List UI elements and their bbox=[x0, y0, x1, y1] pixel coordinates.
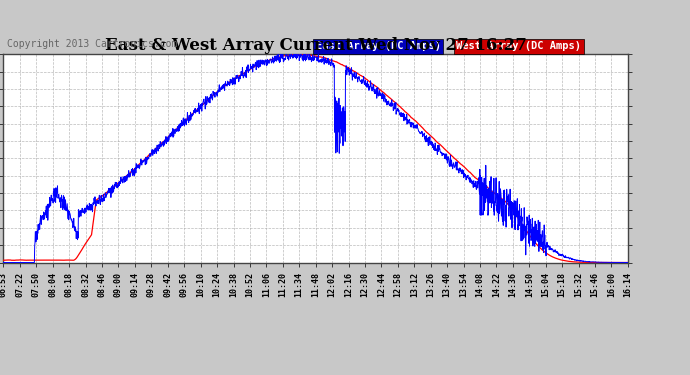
Text: West Array (DC Amps): West Array (DC Amps) bbox=[456, 41, 581, 51]
Text: East Array (DC Amps): East Array (DC Amps) bbox=[315, 41, 441, 51]
Title: East & West Array Current Wed Nov 27 16:27: East & West Array Current Wed Nov 27 16:… bbox=[105, 37, 526, 54]
Text: Copyright 2013 Cartronics.com: Copyright 2013 Cartronics.com bbox=[7, 39, 177, 49]
